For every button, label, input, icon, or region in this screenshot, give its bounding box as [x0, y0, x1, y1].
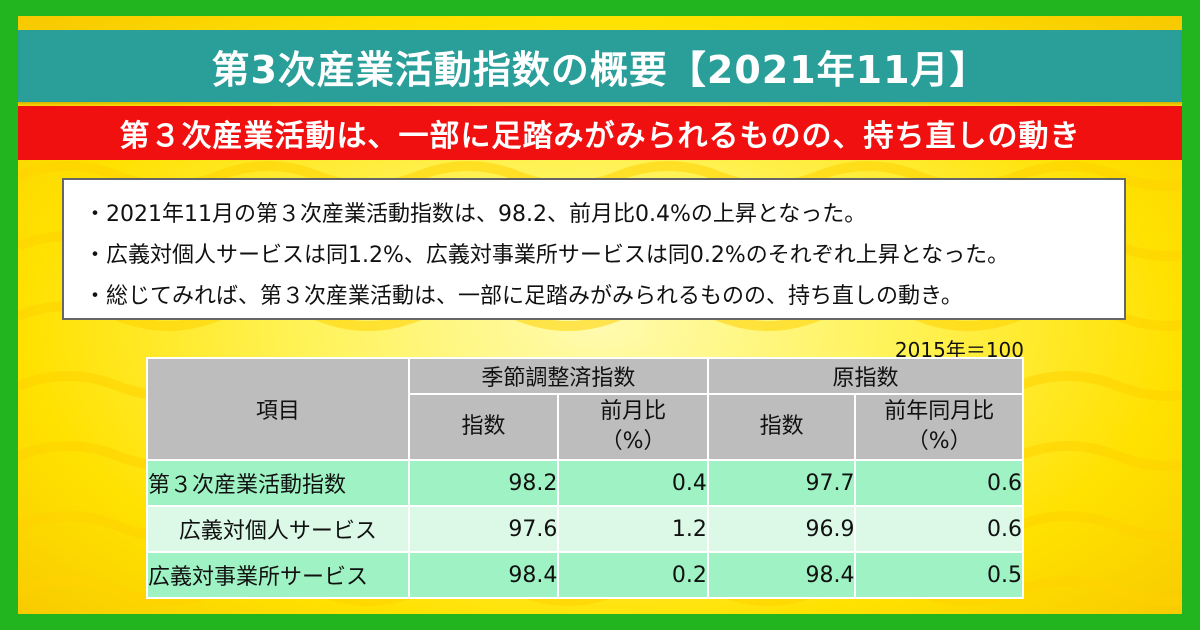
raw-index-value: 96.9	[706, 505, 857, 553]
header-raw-yoy: 前年同月比 （%）	[854, 393, 1024, 461]
sa-index-value: 98.4	[407, 551, 560, 599]
row-name: 広義対事業所サービス	[146, 551, 410, 599]
page-title: 第3次産業活動指数の概要【2021年11月】	[18, 30, 1182, 102]
raw-yoy-value: 0.6	[854, 505, 1024, 553]
sa-mom-value: 1.2	[557, 505, 709, 553]
raw-index-value: 97.7	[706, 459, 857, 507]
raw-yoy-value: 0.6	[854, 459, 1024, 507]
sa-mom-value: 0.2	[557, 551, 709, 599]
header-sa-mom: 前月比 （%）	[557, 393, 709, 461]
raw-yoy-value: 0.5	[854, 551, 1024, 599]
header-raw-yoy-label: 前年同月比	[884, 399, 995, 424]
summary-line: ・総じてみれば、第３次産業活動は、一部に足踏みがみられるものの、持ち直しの動き。	[84, 284, 963, 309]
index-table: 項目 季節調整済指数 原指数 指数 前月比 （%） 指数 前年同月比 （%）	[146, 357, 1025, 599]
table-row: 広義対個人サービス 97.6 1.2 96.9 0.6	[146, 505, 1024, 553]
table-row: 第３次産業活動指数 98.2 0.4 97.7 0.6	[146, 459, 1024, 507]
table-row: 広義対事業所サービス 98.4 0.2 98.4 0.5	[146, 551, 1024, 599]
row-name: 広義対個人サービス	[146, 505, 410, 553]
header-sa-index: 指数	[407, 393, 560, 461]
headline-banner: 第３次産業活動は、一部に足踏みがみられるものの、持ち直しの動き	[18, 106, 1182, 160]
header-sa-mom-label: 前月比	[600, 399, 667, 424]
sa-index-value: 97.6	[407, 505, 560, 553]
summary-box: ・2021年11月の第３次産業活動指数は、98.2、前月比0.4%の上昇となった…	[62, 178, 1126, 320]
page-canvas: 第3次産業活動指数の概要【2021年11月】 第３次産業活動は、一部に足踏みがみ…	[18, 16, 1182, 614]
header-raw-yoy-unit: （%）	[906, 429, 972, 454]
header-original-index: 原指数	[706, 357, 1025, 395]
summary-line: ・2021年11月の第３次産業活動指数は、98.2、前月比0.4%の上昇となった…	[84, 202, 867, 227]
summary-line: ・広義対個人サービスは同1.2%、広義対事業所サービスは同0.2%のそれぞれ上昇…	[84, 243, 1010, 268]
sa-mom-value: 0.4	[557, 459, 709, 507]
sa-index-value: 98.2	[407, 459, 560, 507]
header-seasonally-adjusted: 季節調整済指数	[407, 357, 709, 395]
row-name: 第３次産業活動指数	[146, 459, 410, 507]
header-sa-mom-unit: （%）	[600, 429, 666, 454]
header-item: 項目	[146, 357, 410, 461]
header-raw-index: 指数	[706, 393, 857, 461]
raw-index-value: 98.4	[706, 551, 857, 599]
